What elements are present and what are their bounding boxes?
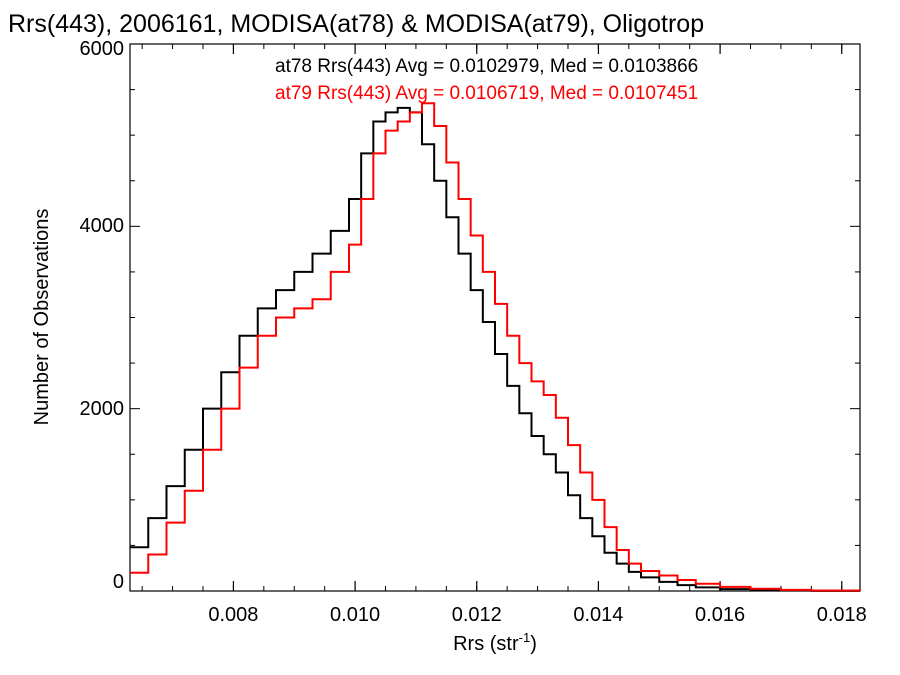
x-axis-label-main: Rrs (str	[453, 633, 519, 655]
x-tick-label: 0.014	[573, 604, 623, 626]
y-tick-label: 2000	[80, 398, 125, 420]
x-axis-label-exponent: -1	[519, 630, 531, 645]
legend-annotation-2: at79 Rrs(443) Avg = 0.0106719, Med = 0.0…	[275, 83, 698, 104]
y-axis-label: Number of Observations	[31, 209, 53, 426]
legend-annotation-1: at78 Rrs(443) Avg = 0.0102979, Med = 0.0…	[275, 56, 698, 77]
y-tick-label: 0	[113, 571, 124, 593]
y-tick-label: 6000	[80, 38, 125, 60]
y-tick-label: 4000	[80, 215, 125, 237]
x-axis-label: Rrs (str-1)	[453, 630, 537, 655]
plot-frame	[129, 43, 861, 592]
x-axis-label-close: )	[530, 633, 537, 655]
x-tick-label: 0.018	[817, 604, 867, 626]
plot-area	[129, 43, 861, 592]
x-tick-label: 0.008	[208, 604, 258, 626]
x-tick-label: 0.010	[330, 604, 380, 626]
series-line-1	[130, 106, 861, 592]
x-tick-label: 0.016	[695, 604, 745, 626]
chart-title: Rrs(443), 2006161, MODISA(at78) & MODISA…	[8, 10, 704, 38]
series-line-2	[130, 102, 861, 592]
x-tick-label: 0.012	[452, 604, 502, 626]
